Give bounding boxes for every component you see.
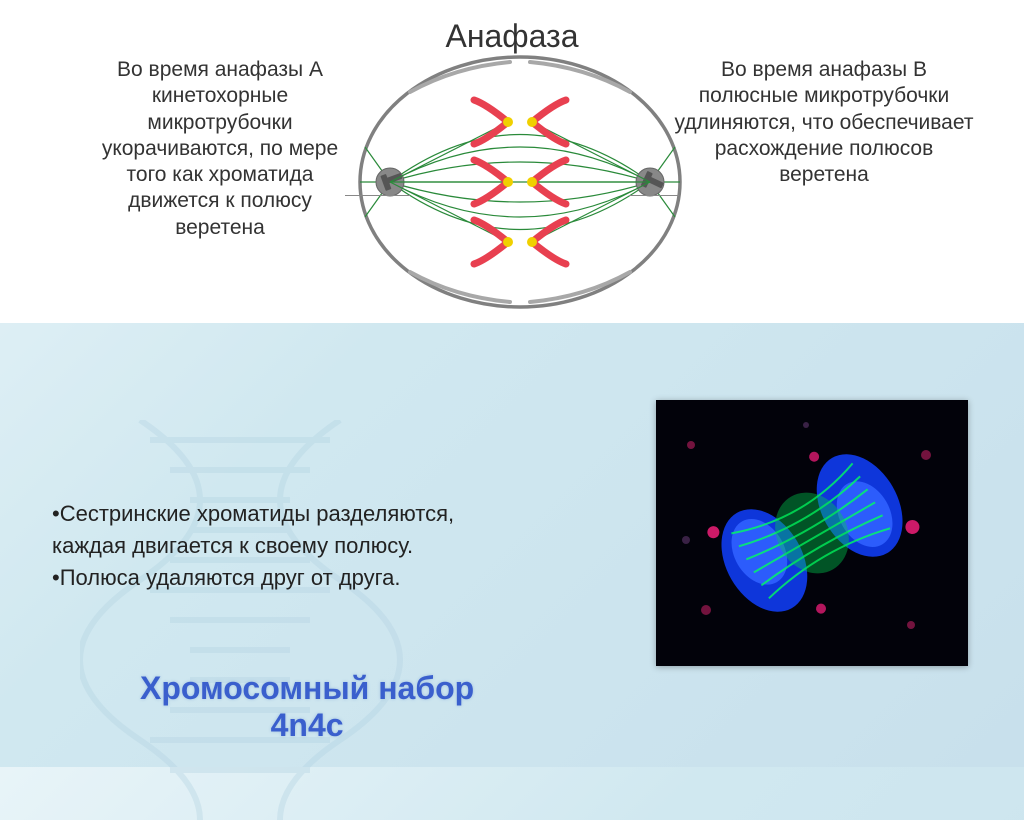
chromset-line1: Хромосомный набор (140, 670, 474, 707)
diagram-panel: Анафаза Во время анафазы А кинетохорные … (0, 0, 1024, 323)
leader-line-left (345, 195, 410, 196)
anaphase-cell-diagram (345, 42, 695, 322)
bullet-item: •Сестринские хроматиды разделяются, (52, 498, 454, 530)
leader-line-right (629, 195, 679, 196)
left-annotation: Во время анафазы А кинетохорные микротру… (85, 57, 355, 241)
diagram-area: Во время анафазы А кинетохорные микротру… (0, 52, 1024, 312)
right-annotation: Во время анафазы В полюсные микротрубочк… (674, 57, 974, 188)
fluorescence-micrograph (656, 400, 968, 666)
chromset-line2: 4n4c (140, 707, 474, 744)
bullet-list: •Сестринские хроматиды разделяются, кажд… (52, 498, 454, 594)
bullet-item: •Полюса удаляются друг от друга. (52, 562, 454, 594)
chromosome-set-label: Хромосомный набор 4n4c (140, 670, 474, 744)
bullet-item: каждая двигается к своему полюсу. (52, 530, 454, 562)
dna-helix-background (80, 420, 460, 820)
